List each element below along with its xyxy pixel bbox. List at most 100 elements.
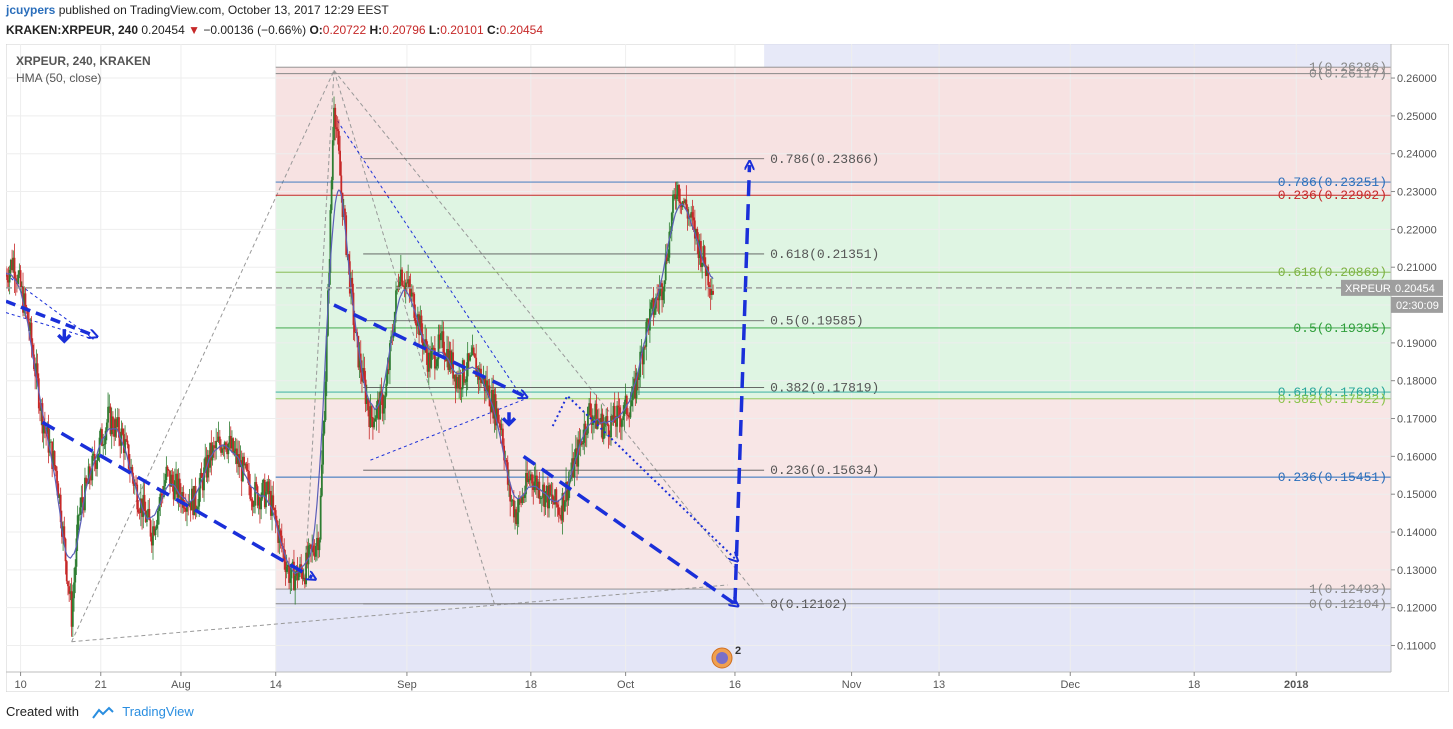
indicator-legend[interactable]: HMA (50, close): [16, 71, 101, 85]
candle-body: [255, 482, 258, 487]
candle-body: [491, 389, 493, 412]
projection-arrow: [733, 165, 750, 604]
candle-body: [622, 416, 625, 421]
candle-body: [403, 286, 406, 290]
time-tick-label: Oct: [617, 679, 634, 691]
candle-body: [271, 495, 273, 516]
candle-body: [203, 467, 205, 491]
candle-body: [492, 389, 495, 419]
candle-body: [291, 561, 294, 564]
candle-body: [257, 497, 260, 506]
candle-body: [79, 507, 82, 515]
projection-arrow: [41, 420, 312, 577]
candle-body: [444, 357, 447, 361]
candle-body: [381, 393, 384, 414]
candle-body: [630, 400, 633, 407]
candle-body: [669, 231, 672, 232]
candle-body: [617, 405, 620, 408]
candle-body: [280, 535, 283, 547]
candle-body: [97, 453, 100, 461]
candle-body: [551, 494, 554, 503]
candle-body: [608, 435, 611, 438]
candle-body: [486, 380, 489, 393]
candle-body: [595, 403, 598, 429]
candle-body: [269, 490, 272, 516]
candle-body: [435, 366, 437, 369]
candle-body: [142, 494, 145, 517]
candle-body: [376, 399, 379, 406]
candle-body: [406, 282, 408, 284]
candle-body: [497, 408, 499, 423]
candle-body: [316, 537, 318, 547]
close-value: 0.20454: [499, 23, 544, 37]
candle-body: [283, 548, 286, 562]
price-chart[interactable]: 0.786(0.23866) 0.618(0.21351) 0.5(0.19585)…: [6, 44, 1449, 692]
candle-body: [31, 344, 34, 355]
candle-body: [536, 475, 538, 490]
candle-body: [175, 473, 177, 481]
candle-body: [215, 440, 218, 449]
candle-body: [336, 129, 339, 132]
candle-body: [616, 405, 619, 427]
candle-body: [420, 315, 423, 335]
candle-body: [532, 483, 535, 491]
candle-body: [452, 352, 454, 379]
candle-body: [296, 566, 299, 581]
candle-body: [384, 395, 386, 409]
candle-body: [125, 439, 128, 441]
candle-body: [307, 545, 310, 565]
candle-body: [324, 381, 327, 421]
candle-body: [234, 448, 237, 451]
candle-body: [679, 201, 682, 204]
time-tick-label: 16: [729, 679, 741, 691]
candle-body: [458, 374, 461, 389]
candle-body: [709, 288, 712, 295]
candle-body: [487, 385, 490, 393]
price-tick-label: 0.23000: [1397, 187, 1437, 199]
candle-body: [449, 350, 452, 370]
time-tick-label: 18: [1188, 679, 1200, 691]
candle-body: [409, 287, 412, 297]
candle-body: [419, 315, 422, 336]
author-link[interactable]: jcuypers: [6, 3, 56, 17]
candle-body: [574, 448, 577, 458]
candle-body: [553, 502, 555, 505]
fib-label-black: 0.382(0.17819): [770, 381, 879, 396]
candle-body: [638, 377, 640, 380]
candle-body: [314, 546, 317, 557]
candle-body: [367, 398, 369, 411]
candle-body: [71, 598, 74, 627]
event-count: 2: [735, 645, 741, 657]
candle-body: [217, 436, 220, 442]
candle-body: [218, 436, 221, 445]
candle-body: [561, 493, 564, 521]
footer: Created with TradingView: [0, 700, 1453, 729]
candle-body: [689, 215, 691, 218]
fib-label-black: 0.618(0.21351): [770, 247, 879, 262]
candle-body: [663, 280, 666, 292]
candle-body: [424, 339, 427, 344]
candle-body: [515, 509, 518, 525]
candle-body: [514, 509, 516, 518]
event-marker-icon[interactable]: 2: [711, 645, 741, 669]
candle-body: [651, 298, 654, 303]
candle-body: [368, 410, 371, 428]
candle-body: [138, 512, 141, 514]
candle-body: [189, 501, 192, 511]
time-tick-label: 18: [525, 679, 537, 691]
candle-body: [633, 378, 636, 387]
candle-body: [170, 474, 173, 487]
candle-body: [372, 418, 374, 428]
candle-body: [12, 257, 15, 271]
candle-body: [295, 566, 298, 576]
candle-body: [319, 495, 322, 540]
tradingview-link[interactable]: TradingView: [122, 704, 194, 719]
candle-body: [467, 353, 470, 361]
candle-body: [560, 515, 563, 521]
time-axis[interactable]: 10 21 Aug 14 Sep 18 Oct 16 Nov 13 Dec 18 2018: [6, 671, 1391, 691]
candle-body: [667, 257, 670, 261]
candle-body: [549, 485, 552, 495]
candle-body: [318, 539, 321, 551]
candle-body: [455, 377, 458, 389]
candle-body: [493, 394, 496, 419]
